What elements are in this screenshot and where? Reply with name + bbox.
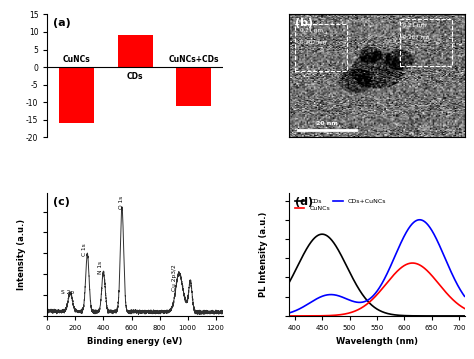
CuNCs [357, 307, 363, 311]
CDs+CuNCs [407, 225, 412, 229]
Text: (c): (c) [53, 196, 70, 206]
X-axis label: Wavelength (nm): Wavelength (nm) [336, 336, 418, 345]
CuNCs [304, 314, 310, 318]
CDs [319, 232, 325, 236]
Bar [294, 24, 347, 71]
CDs [427, 314, 432, 318]
Text: 0.21 nm: 0.21 nm [300, 28, 323, 33]
Text: (d): (d) [294, 196, 313, 206]
CDs [462, 314, 467, 318]
CDs+CuNCs [427, 224, 432, 229]
CDs+CuNCs [357, 300, 363, 304]
CDs [304, 246, 310, 250]
Text: 20 nm: 20 nm [316, 121, 338, 126]
X-axis label: Binding energy (eV): Binding energy (eV) [87, 336, 182, 345]
Text: N 1s: N 1s [99, 261, 103, 274]
CDs+CuNCs [462, 294, 467, 298]
Text: CuNCs+CDs: CuNCs+CDs [168, 55, 219, 64]
CDs+CuNCs [417, 218, 422, 222]
Bar [118, 36, 153, 67]
Text: 0.207 nm: 0.207 nm [403, 35, 429, 40]
Bar [176, 67, 211, 106]
Bar [59, 67, 94, 123]
Line: CDs: CDs [289, 234, 465, 316]
CuNCs [423, 267, 429, 272]
Text: C 1s: C 1s [82, 244, 87, 256]
Line: CDs+CuNCs: CDs+CuNCs [289, 220, 465, 313]
CuNCs [427, 271, 432, 275]
CDs [423, 314, 429, 318]
CDs [286, 280, 292, 284]
CuNCs [407, 261, 412, 266]
Text: S 2p: S 2p [61, 290, 74, 295]
Line: CuNCs: CuNCs [289, 263, 465, 316]
Bar [400, 19, 452, 66]
Legend: CDs, CuNCs, CDs+CuNCs: CDs, CuNCs, CDs+CuNCs [292, 196, 389, 214]
CuNCs [462, 306, 467, 311]
CDs+CuNCs [286, 311, 292, 315]
Y-axis label: PL Intensity (a.u.): PL Intensity (a.u.) [259, 212, 268, 297]
Text: CuNCs: CuNCs [63, 55, 91, 64]
CDs [364, 298, 369, 302]
CuNCs [364, 302, 369, 307]
CDs [407, 314, 413, 318]
CuNCs [410, 261, 415, 265]
Text: CDs: CDs [127, 73, 143, 81]
Text: (b): (b) [294, 18, 313, 28]
CDs [357, 289, 363, 293]
CDs+CuNCs [364, 299, 369, 303]
Text: (a): (a) [53, 18, 71, 28]
Y-axis label: Intensity (a.u.): Intensity (a.u.) [18, 219, 27, 290]
CuNCs [286, 314, 292, 318]
Text: O 1s: O 1s [118, 196, 124, 210]
Text: 0.21 nm: 0.21 nm [403, 23, 426, 28]
Text: 0.207 nm: 0.207 nm [300, 40, 326, 45]
CDs+CuNCs [423, 221, 429, 225]
Text: Cu 2p3/2: Cu 2p3/2 [173, 264, 177, 291]
CDs+CuNCs [304, 302, 310, 307]
